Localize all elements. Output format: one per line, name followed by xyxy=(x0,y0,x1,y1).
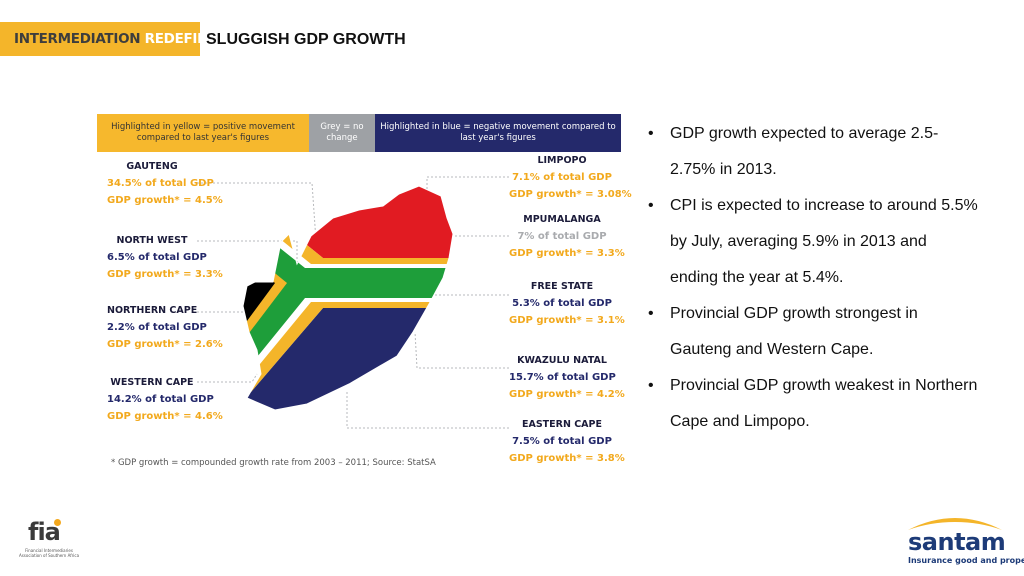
province-share: 6.5% of total GDP xyxy=(107,252,207,263)
province-north-west: NORTH WEST 6.5% of total GDP GDP growth*… xyxy=(107,232,223,283)
bullet-item: • Provincial GDP growth weakest in Northe… xyxy=(648,368,978,440)
province-name: KWAZULU NATAL xyxy=(517,355,607,366)
fia-logo: fia Financial Intermediaries Association… xyxy=(18,518,80,562)
fia-logo-dot xyxy=(54,519,61,526)
bullet-text: CPI is expected to increase to around 5.… xyxy=(670,197,978,286)
province-share: 34.5% of total GDP xyxy=(107,178,214,189)
brand-banner: INTERMEDIATION REDEFINED xyxy=(0,22,228,56)
province-growth: GDP growth* = 4.6% xyxy=(107,411,223,422)
bullet-symbol: • xyxy=(648,197,654,214)
province-eastern-cape: EASTERN CAPE 7.5% of total GDP GDP growt… xyxy=(509,416,625,467)
province-share: 14.2% of total GDP xyxy=(107,394,214,405)
province-growth: GDP growth* = 3.1% xyxy=(509,315,625,326)
bullet-item: • CPI is expected to increase to around 5… xyxy=(648,188,978,296)
province-name: FREE STATE xyxy=(530,281,594,292)
province-growth: GDP growth* = 3.3% xyxy=(509,248,625,259)
province-growth: GDP growth* = 3.3% xyxy=(107,269,223,280)
province-growth: GDP growth* = 2.6% xyxy=(107,339,223,350)
province-mpumalanga: MPUMALANGA 7% of total GDP GDP growth* =… xyxy=(509,211,625,262)
south-africa-map xyxy=(197,176,509,429)
province-name: NORTHERN CAPE xyxy=(107,305,198,316)
fia-logo-subtitle: Financial Intermediaries Association of … xyxy=(18,548,80,558)
legend-no-change: Grey = no change xyxy=(309,114,375,152)
footnote: * GDP growth = compounded growth rate fr… xyxy=(111,458,436,468)
bullet-text: Provincial GDP growth weakest in Norther… xyxy=(670,377,978,430)
province-name: LIMPOPO xyxy=(537,155,587,166)
province-growth: GDP growth* = 4.5% xyxy=(107,195,223,206)
province-growth: GDP growth* = 3.8% xyxy=(509,453,625,464)
province-name: EASTERN CAPE xyxy=(521,419,602,430)
province-share: 15.7% of total GDP xyxy=(509,372,616,383)
bullet-symbol: • xyxy=(648,305,654,322)
page-title: SLUGGISH GDP GROWTH xyxy=(206,31,406,48)
province-growth: GDP growth* = 3.08% xyxy=(509,189,632,200)
legend-negative: Highlighted in blue = negative movement … xyxy=(375,114,621,152)
santam-logo: santam Insurance good and proper xyxy=(900,512,1024,568)
province-name: MPUMALANGA xyxy=(523,214,601,225)
map-outline xyxy=(242,185,454,411)
province-share: 5.3% of total GDP xyxy=(512,298,612,309)
brand-part1: INTERMEDIATION xyxy=(14,31,141,47)
brand-text: INTERMEDIATION REDEFINED xyxy=(14,31,228,47)
province-name: GAUTENG xyxy=(126,161,178,172)
santam-umbrella-icon xyxy=(908,518,1002,530)
province-kwazulu-natal: KWAZULU NATAL 15.7% of total GDP GDP gro… xyxy=(509,352,625,403)
gdp-map-figure: Highlighted in yellow = positive movemen… xyxy=(97,110,632,480)
bullet-list: • GDP growth expected to average 2.5-2.75… xyxy=(648,116,978,440)
province-share: 7.1% of total GDP xyxy=(512,172,612,183)
bullet-text: Provincial GDP growth strongest in Gaute… xyxy=(670,305,918,358)
province-limpopo: LIMPOPO 7.1% of total GDP GDP growth* = … xyxy=(509,152,632,203)
province-free-state: FREE STATE 5.3% of total GDP GDP growth*… xyxy=(509,278,625,329)
province-share: 7.5% of total GDP xyxy=(512,436,612,447)
brand-part2: REDEFINED xyxy=(144,31,229,47)
province-share: 7% of total GDP xyxy=(517,231,607,242)
santam-logo-tagline: Insurance good and proper xyxy=(908,556,1024,565)
santam-logo-word: santam xyxy=(908,528,1006,556)
bullet-text: GDP growth expected to average 2.5-2.75%… xyxy=(670,125,939,178)
province-northern-cape: NORTHERN CAPE 2.2% of total GDP GDP grow… xyxy=(107,302,223,353)
bullet-symbol: • xyxy=(648,125,654,142)
province-western-cape: WESTERN CAPE 14.2% of total GDP GDP grow… xyxy=(107,374,223,425)
province-growth: GDP growth* = 4.2% xyxy=(509,389,625,400)
bullet-item: • GDP growth expected to average 2.5-2.75… xyxy=(648,116,978,188)
bullet-symbol: • xyxy=(648,377,654,394)
province-share: 2.2% of total GDP xyxy=(107,322,207,333)
province-name: WESTERN CAPE xyxy=(110,377,194,388)
province-name: NORTH WEST xyxy=(116,235,188,246)
bullet-item: • Provincial GDP growth strongest in Gaut… xyxy=(648,296,978,368)
legend-positive: Highlighted in yellow = positive movemen… xyxy=(97,114,309,152)
province-gauteng: GAUTENG 34.5% of total GDP GDP growth* =… xyxy=(107,158,223,209)
